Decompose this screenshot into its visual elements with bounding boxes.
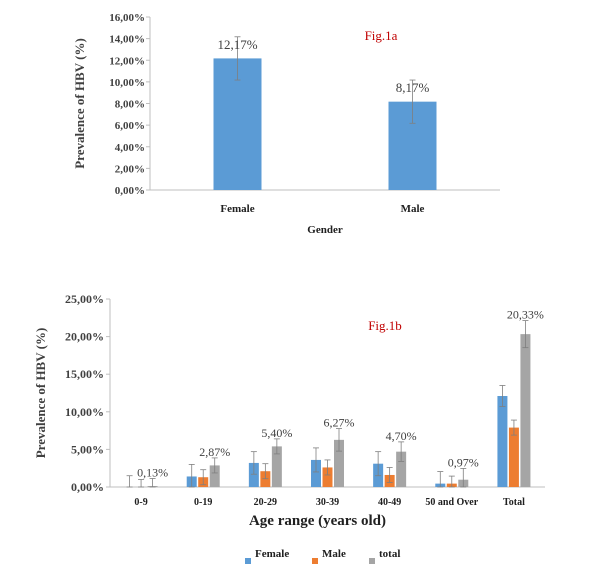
y-tick-label: 6,00%: [115, 120, 145, 132]
x-tick-label: Total: [503, 497, 525, 508]
bar-total: [209, 465, 220, 487]
y-tick-label: 5,00%: [71, 442, 104, 456]
x-tick-label: 0-19: [194, 497, 212, 508]
bar-total: [271, 446, 282, 487]
y-tick-label: 0,00%: [71, 480, 104, 494]
bar-female: [248, 462, 259, 487]
bar-total: [520, 334, 531, 487]
y-tick-label: 16,00%: [109, 12, 145, 24]
y-tick-label: 4,00%: [115, 142, 145, 154]
data-label: 4,70%: [386, 429, 417, 443]
y-tick-label: 10,00%: [65, 405, 104, 419]
data-label: 5,40%: [261, 426, 292, 440]
x-tick-label: Male: [401, 203, 425, 215]
data-label: 12,17%: [217, 37, 257, 52]
legend-label-total: total: [379, 548, 400, 560]
y-tick-label: 2,00%: [115, 163, 145, 175]
y-tick-label: 8,00%: [115, 99, 145, 111]
bar-female: [497, 396, 508, 487]
data-label: 2,87%: [199, 445, 230, 459]
y-tick-label: 25,00%: [65, 292, 104, 306]
y-tick-label: 0,00%: [115, 185, 145, 197]
bar-female: [311, 459, 321, 487]
data-label: 0,13%: [137, 466, 168, 480]
x-tick-label: 40-49: [378, 497, 401, 508]
x-axis-title: Gender: [307, 224, 343, 236]
x-tick-label: Female: [220, 203, 254, 215]
y-axis-title: Prevalence of HBV (%): [33, 328, 48, 459]
y-axis-title: Prevalence of HBV (%): [72, 38, 87, 169]
x-tick-label: 0-9: [134, 497, 147, 508]
y-tick-label: 20,00%: [65, 330, 104, 344]
figure-annotation: Fig.1a: [365, 28, 398, 43]
y-tick-label: 10,00%: [109, 77, 145, 89]
bar-total: [396, 451, 407, 487]
x-tick-label: 20-29: [254, 497, 277, 508]
legend-swatch-male: [312, 558, 318, 564]
figure-annotation: Fig.1b: [368, 318, 402, 333]
data-label: 20,33%: [507, 308, 544, 322]
chart-gender: 0,00% 2,00% 4,00% 6,00% 8,00% 10,00% 12,00% 14,…: [72, 12, 500, 236]
chart-age-range: 0,00% 5,00% 10,00% 15,00% 20,00% 25,00% 0,13% 0…: [33, 292, 545, 564]
data-label: 0,97%: [448, 455, 479, 469]
y-tick-label: 12,00%: [109, 55, 145, 67]
y-tick-label: 14,00%: [109, 34, 145, 46]
x-tick-label: 50 and Over: [425, 497, 478, 508]
legend-label-male: Male: [322, 548, 346, 560]
bar-male: [508, 427, 519, 487]
bar-total: [334, 439, 344, 487]
bar-male: [322, 467, 333, 487]
x-tick-label: 30-39: [316, 497, 339, 508]
x-axis-title: Age range (years old): [249, 513, 386, 529]
legend-label-female: Female: [255, 548, 289, 560]
legend-swatch-female: [245, 558, 251, 564]
data-label: 6,27%: [324, 416, 355, 430]
legend-swatch-total: [369, 558, 375, 564]
y-tick-label: 15,00%: [65, 367, 104, 381]
data-label: 8,17%: [396, 80, 430, 95]
